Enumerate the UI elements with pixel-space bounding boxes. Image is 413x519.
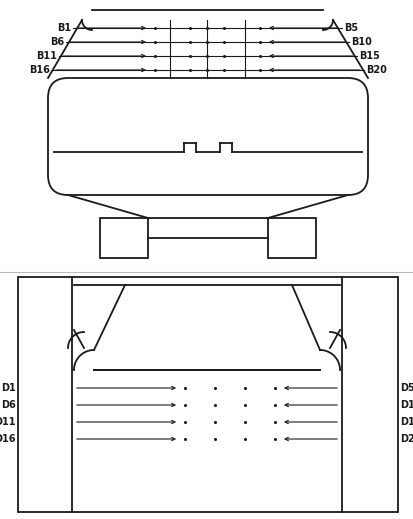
Text: B6: B6 [50,37,64,47]
Text: D16: D16 [0,434,16,444]
Bar [100,218,148,258]
Text: D11: D11 [0,417,16,427]
Text: D20: D20 [400,434,413,444]
Text: B10: B10 [351,37,373,47]
Text: B20: B20 [366,65,387,75]
Text: D1: D1 [1,383,16,393]
Text: B15: B15 [358,51,380,61]
Text: B5: B5 [344,23,358,33]
Text: D15: D15 [400,417,413,427]
Text: D6: D6 [1,400,16,410]
Text: D10: D10 [400,400,413,410]
FancyBboxPatch shape [48,78,368,195]
Text: D5: D5 [400,383,413,393]
Text: B11: B11 [36,51,57,61]
Text: B16: B16 [29,65,50,75]
Text: B1: B1 [57,23,71,33]
Bar [268,218,316,258]
Bar [18,277,398,512]
